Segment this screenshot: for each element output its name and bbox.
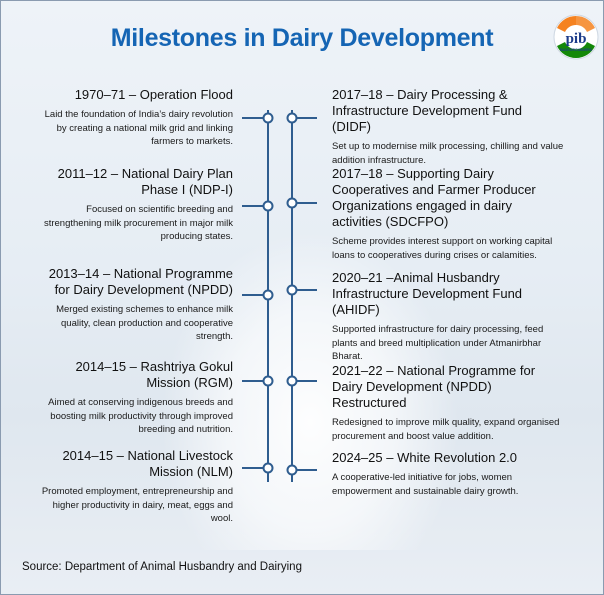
timeline-right-line: [291, 110, 293, 482]
logo-subtext: BACKGROUNDERS: [560, 48, 593, 52]
milestone-description: Focused on scientific breeding and stren…: [43, 204, 233, 242]
milestone-description: Redesigned to improve milk quality, expa…: [332, 417, 560, 442]
milestone-description: A cooperative-led initiative for jobs, w…: [332, 472, 519, 497]
timeline-node: [262, 112, 274, 124]
milestone-description: Merged existing schemes to enhance milk …: [56, 304, 233, 342]
milestone-didf: 2017–18 – Dairy Processing & Infrastruct…: [332, 87, 564, 167]
milestone-title: 2021–22 – National Programme for Dairy D…: [332, 363, 536, 410]
timeline-connector: [292, 202, 317, 204]
milestone-sdcfpo: 2017–18 – Supporting Dairy Cooperatives …: [332, 166, 564, 262]
milestone-description: Laid the foundation of India’s dairy rev…: [44, 109, 233, 147]
timeline-connector: [292, 380, 317, 382]
milestone-ahidf: 2020–21 –Animal Husbandry Infrastructure…: [332, 270, 564, 364]
timeline-node: [286, 112, 298, 124]
timeline-node: [262, 289, 274, 301]
milestone-description: Promoted employment, entrepreneurship an…: [41, 486, 233, 524]
page-title: Milestones in Dairy Development: [110, 24, 494, 52]
milestone-rgm: 2014–15 – Rashtriya Gokul Mission (RGM) …: [40, 359, 233, 437]
milestone-title: 2017–18 – Dairy Processing & Infrastruct…: [332, 87, 523, 134]
timeline-node: [262, 462, 274, 474]
timeline-connector: [292, 117, 317, 119]
timeline-connector: [242, 380, 267, 382]
timeline-connector: [242, 117, 267, 119]
pib-logo-icon: pib BACKGROUNDERS: [553, 14, 599, 60]
timeline-connector: [292, 289, 317, 291]
timeline-node: [262, 375, 274, 387]
milestone-title: 2017–18 – Supporting Dairy Cooperatives …: [332, 166, 536, 229]
milestone-title: 2014–15 – Rashtriya Gokul Mission (RGM): [75, 359, 233, 390]
milestone-title: 2014–15 – National Livestock Mission (NL…: [62, 448, 233, 479]
milestone-title: 1970–71 – Operation Flood: [74, 87, 233, 102]
timeline-node: [286, 197, 298, 209]
milestone-npdd: 2013–14 – National Programme for Dairy D…: [40, 266, 233, 344]
milestone-title: 2013–14 – National Programme for Dairy D…: [48, 266, 233, 297]
milestone-ndp-1: 2011–12 – National Dairy Plan Phase I (N…: [40, 166, 233, 244]
timeline-connector: [242, 205, 267, 207]
milestone-description: Set up to modernise milk processing, chi…: [332, 141, 564, 166]
milestone-description: Aimed at conserving indigenous breeds an…: [48, 397, 233, 435]
timeline-connector: [242, 467, 267, 469]
timeline-node: [286, 464, 298, 476]
milestone-title: 2024–25 – White Revolution 2.0: [332, 450, 518, 465]
milestone-description: Scheme provides interest support on work…: [332, 236, 553, 261]
milestone-description: Supported infrastructure for dairy proce…: [332, 324, 544, 362]
milestone-title: 2020–21 –Animal Husbandry Infrastructure…: [332, 270, 523, 317]
milestone-nlm: 2014–15 – National Livestock Mission (NL…: [40, 448, 233, 526]
milestone-title: 2011–12 – National Dairy Plan Phase I (N…: [57, 166, 233, 197]
timeline-node: [286, 375, 298, 387]
milk-splash-background: [160, 230, 460, 550]
timeline-connector: [292, 469, 317, 471]
timeline-node: [286, 284, 298, 296]
timeline-connector: [242, 294, 267, 296]
logo-text: pib: [566, 31, 587, 47]
source-note: Source: Department of Animal Husbandry a…: [22, 561, 302, 573]
milestone-npdd-restructured: 2021–22 – National Programme for Dairy D…: [332, 363, 564, 443]
milestone-operation-flood: 1970–71 – Operation Flood Laid the found…: [40, 87, 233, 149]
milestone-white-revolution: 2024–25 – White Revolution 2.0 A coopera…: [332, 450, 564, 498]
timeline-node: [262, 200, 274, 212]
